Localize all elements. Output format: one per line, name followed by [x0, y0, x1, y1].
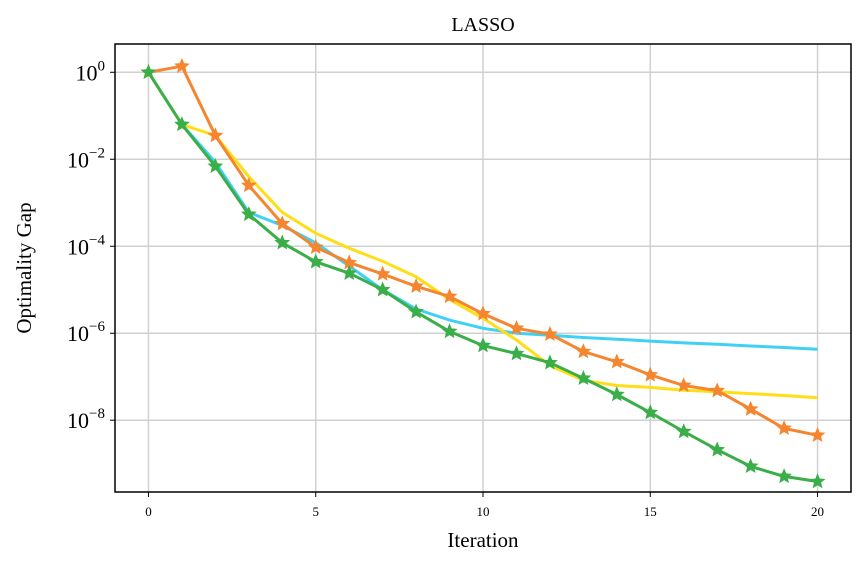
series-line — [147, 71, 818, 400]
data-point — [240, 206, 257, 222]
y-axis-label: Optimality Gap — [12, 202, 36, 333]
y-tick-label: 100 — [76, 58, 106, 85]
data-point — [475, 337, 491, 353]
data-point — [207, 127, 224, 143]
data-point — [675, 377, 692, 393]
y-tick-label: 10−6 — [67, 319, 105, 346]
data-point — [742, 400, 759, 416]
data-point — [341, 264, 358, 280]
data-point — [776, 420, 792, 436]
data-point — [809, 473, 826, 489]
x-tick-label: 15 — [644, 504, 657, 519]
data-point — [441, 288, 458, 304]
data-point — [608, 353, 625, 369]
series-0 — [147, 71, 818, 351]
data-point — [307, 253, 324, 269]
data-point — [575, 343, 592, 359]
x-tick-label: 0 — [145, 504, 152, 519]
y-axis: 100 10−2 10−4 10−6 10−8 — [67, 58, 115, 433]
series-group — [140, 57, 826, 489]
chart-title: LASSO — [451, 14, 514, 36]
data-point — [776, 468, 792, 484]
x-tick-label: 5 — [312, 504, 319, 519]
data-point — [642, 404, 659, 420]
grid — [115, 44, 851, 492]
x-tick-label: 10 — [477, 504, 490, 519]
data-point — [441, 323, 458, 339]
series-1 — [147, 71, 818, 400]
data-point — [508, 320, 525, 335]
data-point — [307, 238, 324, 254]
data-point — [542, 325, 558, 341]
y-tick-label: 10−4 — [67, 232, 105, 259]
data-point — [274, 234, 291, 250]
y-tick-label: 10−2 — [67, 145, 105, 172]
data-point — [642, 366, 659, 382]
x-axis: 0 5 10 15 20 — [145, 492, 824, 519]
data-point — [508, 345, 525, 361]
data-point — [408, 277, 424, 294]
data-point — [742, 458, 759, 474]
data-point — [608, 386, 625, 402]
data-point — [408, 303, 424, 319]
data-point — [475, 305, 491, 321]
data-point — [575, 369, 592, 386]
data-point — [274, 215, 291, 231]
data-point — [174, 116, 190, 132]
x-tick-label: 20 — [811, 504, 824, 519]
data-point — [174, 57, 190, 73]
data-point — [240, 177, 257, 193]
data-point — [374, 281, 391, 297]
data-point — [542, 354, 558, 370]
data-point — [207, 158, 224, 173]
series-line — [147, 71, 818, 351]
x-axis-label: Iteration — [447, 528, 519, 552]
y-tick-label: 10−8 — [67, 406, 105, 433]
data-point — [374, 265, 391, 281]
data-point — [675, 423, 692, 439]
data-point — [709, 441, 726, 457]
series-3 — [140, 64, 826, 489]
data-point — [709, 382, 726, 398]
data-point — [140, 64, 157, 79]
data-point — [809, 426, 826, 443]
